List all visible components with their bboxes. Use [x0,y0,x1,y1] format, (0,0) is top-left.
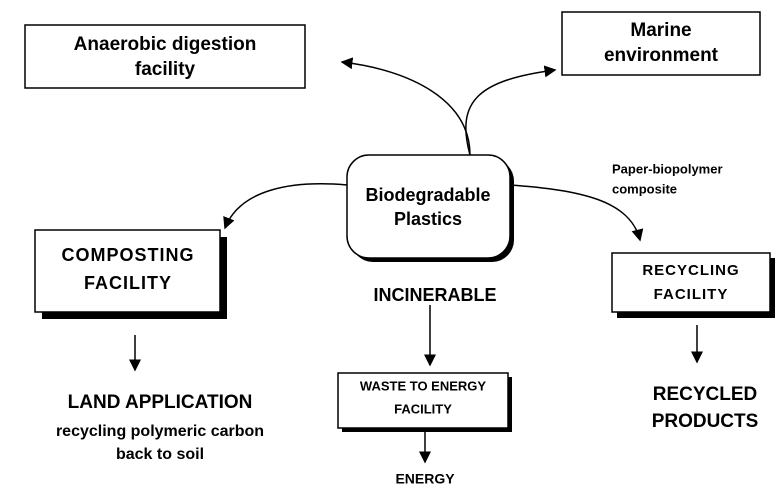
arrow [465,65,557,156]
incinerable-label: INCINERABLE [373,285,496,305]
anaerobic-box [24,24,306,89]
energy-label: ENERGY [395,471,455,487]
arrow [340,57,471,156]
waste-label: WASTE TO ENERGY [360,378,486,393]
land-label: back to soil [116,446,204,463]
composite-label: composite [612,181,677,196]
composting-label: FACILITY [84,273,172,293]
recycling-label: RECYCLING [642,262,739,279]
marine-box [561,11,761,76]
marine-label: Marine [630,20,691,41]
land-label: LAND APPLICATION [68,392,253,413]
composting-label: COMPOSTING [61,245,194,265]
center-label: Plastics [394,209,462,229]
products-label: RECYCLED [653,384,758,405]
composite-label: Paper-biopolymer [612,161,723,176]
waste-label: FACILITY [394,401,452,416]
center-label: Biodegradable [365,185,490,205]
marine-label: environment [604,45,719,66]
products-label: PRODUCTS [652,411,759,432]
composting-box [34,229,221,313]
center-box [346,154,511,259]
waste-box [337,372,509,429]
arrow [223,183,348,230]
arrow [509,184,644,242]
recycling-label: FACILITY [654,286,729,303]
anaerobic-label: Anaerobic digestion [74,34,257,55]
anaerobic-label: facility [135,59,196,80]
land-label: recycling polymeric carbon [56,423,264,440]
recycling-box [611,252,771,313]
